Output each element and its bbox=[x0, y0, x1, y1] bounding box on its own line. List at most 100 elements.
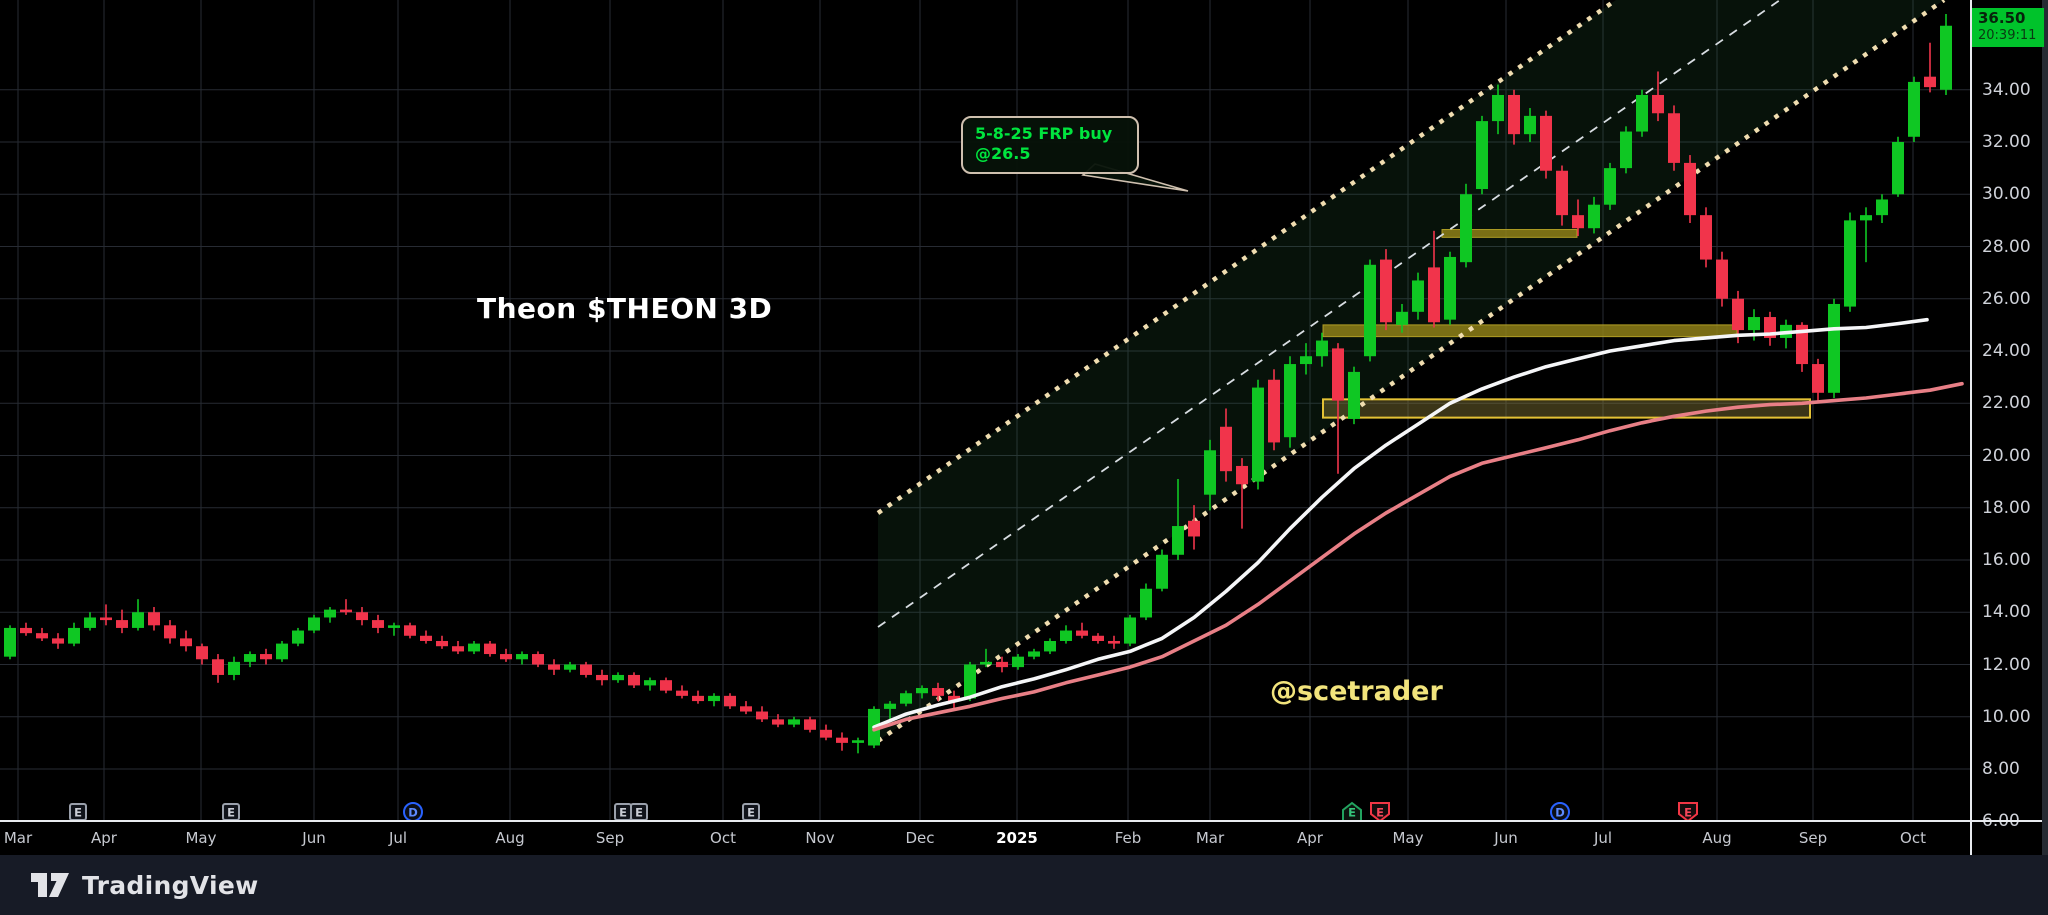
price-tick-label: 34.00 bbox=[1982, 79, 2031, 100]
trend-channel-lines[interactable] bbox=[876, 0, 1946, 743]
candle-body bbox=[820, 729, 832, 738]
time-tick-label: Jul bbox=[1593, 829, 1613, 847]
candle-body bbox=[1668, 113, 1680, 163]
candle-body bbox=[1332, 348, 1344, 401]
candle-body bbox=[1588, 204, 1600, 229]
candle-body bbox=[1892, 142, 1904, 195]
time-axis[interactable]: Mar Apr May Jun Jul Aug Sep Oct Nov Dec 2025 Feb Mar… bbox=[0, 822, 2048, 855]
trade-note-callout[interactable]: 5-8-25 FRP buy @26.5 bbox=[961, 116, 1139, 174]
candle-body bbox=[1684, 162, 1696, 216]
brand-name: TradingView bbox=[82, 870, 259, 900]
ma-white-line bbox=[872, 317, 1929, 730]
time-tick-label: Apr bbox=[91, 829, 117, 847]
candle-body bbox=[1700, 215, 1712, 260]
svg-text:E: E bbox=[1376, 806, 1384, 820]
candle-body bbox=[1284, 364, 1296, 438]
time-tick-label: Jun bbox=[302, 829, 326, 847]
candle-body bbox=[740, 706, 752, 712]
candle-body bbox=[900, 693, 912, 704]
candle-body bbox=[1908, 81, 1920, 137]
candle-body bbox=[948, 695, 960, 702]
candle-body bbox=[148, 612, 160, 626]
time-tick-label: Jun bbox=[1494, 829, 1518, 847]
time-tick-label: Mar bbox=[1195, 829, 1225, 847]
time-tick-label: May bbox=[185, 829, 217, 847]
candle-body bbox=[964, 664, 976, 699]
candle-body bbox=[500, 654, 512, 660]
brand-bar: TradingView bbox=[0, 855, 2048, 915]
earnings-icon[interactable]: E bbox=[742, 803, 760, 821]
candle-body bbox=[84, 617, 96, 628]
candle-body bbox=[116, 620, 128, 628]
candle-body bbox=[532, 654, 544, 665]
earnings-icon[interactable]: E bbox=[1678, 802, 1698, 823]
earnings-icon[interactable]: E bbox=[614, 803, 632, 821]
tradingview-logo-mark-icon bbox=[31, 873, 69, 897]
price-tick-label: 8.00 bbox=[1982, 759, 2020, 779]
earnings-icon[interactable]: E bbox=[69, 803, 87, 821]
candle-body bbox=[1364, 264, 1376, 357]
candle-body bbox=[1108, 640, 1120, 644]
dividend-icon[interactable]: D bbox=[1550, 802, 1570, 822]
price-axis[interactable]: 34.00 32.00 30.00 28.00 26.00 24.00 22.00 20.00… bbox=[1970, 0, 2048, 831]
candle-body bbox=[372, 620, 384, 628]
time-tick-label: Sep bbox=[595, 829, 625, 847]
candle-body bbox=[1268, 379, 1280, 443]
candle-body bbox=[628, 674, 640, 686]
candle-body bbox=[1412, 280, 1424, 312]
bar-countdown: 20:39:11 bbox=[1978, 28, 2037, 43]
candle-body bbox=[1348, 371, 1360, 419]
candle-body bbox=[1028, 651, 1040, 657]
price-tick-label: 28.00 bbox=[1982, 236, 2031, 257]
candle-body bbox=[1620, 131, 1632, 169]
price-tick-label: 12.00 bbox=[1982, 654, 2031, 675]
candle-body bbox=[1044, 640, 1056, 652]
candle-body bbox=[164, 625, 176, 639]
price-tick-label: 10.00 bbox=[1982, 706, 2031, 727]
candle-body bbox=[1860, 215, 1872, 221]
candle-body bbox=[276, 643, 288, 660]
candle-body bbox=[1316, 340, 1328, 357]
time-tick-label: Feb bbox=[1114, 829, 1142, 847]
earnings-icon[interactable]: E bbox=[1370, 802, 1390, 823]
candle-body bbox=[932, 688, 944, 696]
candle-body bbox=[724, 695, 736, 707]
candle-body bbox=[1924, 76, 1936, 88]
candle-body bbox=[20, 627, 32, 634]
price-tick-label: 32.00 bbox=[1982, 132, 2031, 152]
tradingview-logo[interactable]: TradingView bbox=[30, 869, 259, 901]
price-tick-label: 18.00 bbox=[1982, 497, 2031, 518]
svg-text:E: E bbox=[635, 806, 643, 820]
earnings-icon[interactable]: E bbox=[222, 803, 240, 821]
candle-body bbox=[772, 719, 784, 725]
earnings-icon[interactable]: E bbox=[630, 803, 648, 821]
candle-body bbox=[36, 633, 48, 639]
time-tick-label: Sep bbox=[1798, 829, 1828, 847]
price-tick-label: 16.00 bbox=[1982, 550, 2031, 570]
candle-body bbox=[1572, 215, 1584, 229]
time-tick-label: Aug bbox=[1702, 829, 1732, 847]
candle-body bbox=[1844, 220, 1856, 307]
candle-body bbox=[612, 674, 624, 681]
candle-body bbox=[292, 630, 304, 644]
svg-text:E: E bbox=[747, 806, 755, 820]
earnings-icon[interactable]: E bbox=[1342, 801, 1362, 822]
candle-body bbox=[420, 635, 432, 641]
last-price-value: 36.50 bbox=[1978, 9, 2026, 27]
price-tick-label: 20.00 bbox=[1982, 445, 2031, 466]
candle-body bbox=[1380, 259, 1392, 323]
candle-body bbox=[852, 740, 864, 743]
candle-body bbox=[1092, 635, 1104, 641]
svg-text:E: E bbox=[1348, 806, 1356, 820]
support-zone bbox=[1322, 324, 1738, 338]
candle-body bbox=[68, 627, 80, 644]
candle-body bbox=[1636, 94, 1648, 132]
price-axis-border bbox=[1970, 0, 1972, 855]
candle-body bbox=[468, 643, 480, 652]
time-tick-label: Nov bbox=[805, 829, 835, 847]
dividend-icon[interactable]: D bbox=[403, 802, 423, 822]
svg-text:D: D bbox=[408, 806, 418, 820]
candle-body bbox=[836, 737, 848, 743]
